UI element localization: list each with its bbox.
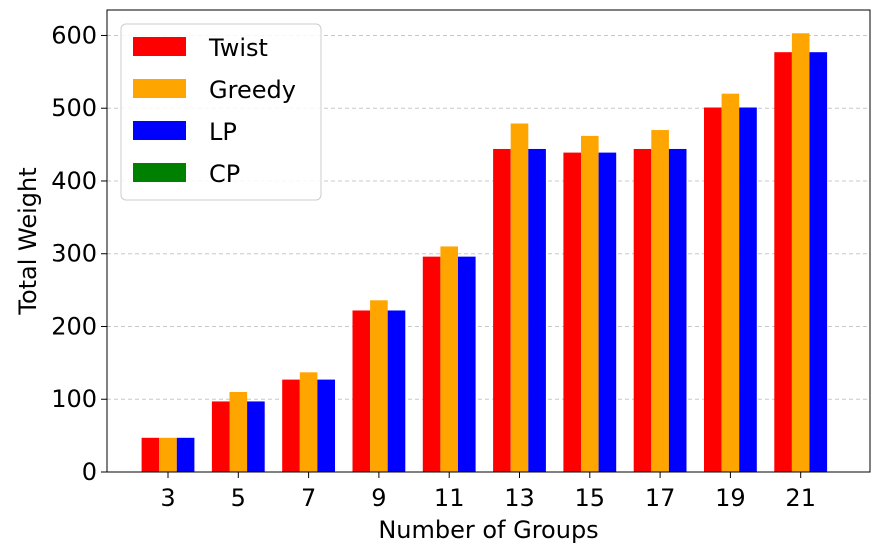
bar-greedy — [370, 300, 388, 472]
bar-lp — [668, 148, 687, 472]
legend-swatch-cp — [133, 163, 186, 182]
x-tick-label: 13 — [504, 484, 535, 512]
bars — [141, 33, 828, 473]
bar-lp — [739, 107, 757, 472]
legend-box — [120, 23, 322, 201]
bar-lp — [176, 437, 195, 472]
bar-greedy — [791, 33, 810, 472]
bar-twist — [211, 401, 230, 472]
y-axis: 0 100 200 300 400 500 600 — [51, 21, 107, 486]
y-tick-label: 500 — [51, 94, 97, 122]
y-tick-label: 0 — [82, 458, 97, 486]
legend-swatch-greedy — [133, 79, 186, 98]
x-tick-label: 11 — [434, 484, 465, 512]
bar-twist — [493, 148, 511, 472]
legend: Twist Greedy LP CP — [120, 23, 322, 201]
bar-twist — [422, 256, 441, 472]
x-tick-label: 17 — [645, 484, 676, 512]
bar-lp — [458, 256, 476, 472]
x-axis-title: Number of Groups — [378, 516, 598, 544]
bar-lp — [387, 310, 406, 472]
bar-twist — [774, 52, 792, 472]
bar-twist — [352, 310, 371, 472]
bar-greedy — [440, 246, 458, 472]
bar-lp — [598, 152, 617, 473]
bar-greedy — [651, 130, 669, 472]
x-tick-label: 5 — [231, 484, 246, 512]
bar-twist — [282, 379, 300, 472]
bar-greedy — [581, 135, 599, 472]
bar-lp — [809, 52, 828, 472]
x-tick-label: 7 — [301, 484, 316, 512]
bar-twist — [141, 437, 160, 472]
legend-label-greedy: Greedy — [209, 76, 296, 104]
bar-twist — [704, 107, 722, 472]
y-tick-label: 100 — [51, 385, 97, 413]
plot-frame — [106, 9, 871, 473]
y-tick-label: 300 — [51, 240, 97, 268]
legend-swatch-lp — [133, 121, 186, 140]
x-axis: 3 5 7 9 11 13 15 17 19 21 — [160, 472, 816, 512]
bar-greedy — [299, 372, 318, 472]
legend-label-cp: CP — [209, 160, 240, 188]
bar-twist — [563, 152, 581, 473]
bar-greedy — [721, 93, 740, 473]
y-tick-label: 600 — [51, 21, 97, 49]
x-tick-label: 9 — [371, 484, 386, 512]
legend-label-lp: LP — [209, 118, 237, 146]
bar-lp — [317, 379, 335, 472]
x-tick-label: 19 — [715, 484, 746, 512]
bar-twist — [633, 148, 652, 472]
y-tick-label: 400 — [51, 167, 97, 195]
legend-label-twist: Twist — [208, 34, 268, 62]
bar-greedy — [159, 437, 177, 472]
x-tick-label: 21 — [785, 484, 816, 512]
x-tick-label: 3 — [160, 484, 175, 512]
y-tick-label: 200 — [51, 312, 97, 340]
bar-greedy — [510, 123, 529, 473]
y-axis-title: Total Weight — [14, 167, 42, 315]
legend-swatch-twist — [133, 37, 186, 56]
bar-greedy — [229, 391, 248, 472]
x-tick-label: 15 — [575, 484, 606, 512]
bar-lp — [247, 401, 265, 472]
bar-lp — [528, 148, 546, 472]
